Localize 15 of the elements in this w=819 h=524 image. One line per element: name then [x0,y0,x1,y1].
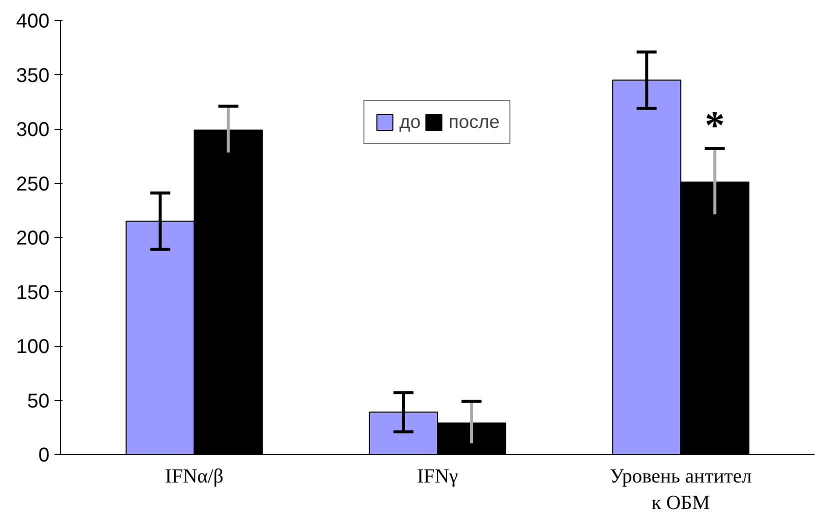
y-tick-label: 50 [27,390,50,412]
legend-label: после [448,111,500,133]
x-tick-label: IFNγ [416,466,458,488]
x-tick-label: Уровень антител к ОБМ [610,466,752,514]
x-tick-label: IFNα/β [165,466,224,488]
y-tick-label: 250 [16,173,50,196]
annotation: * [704,102,725,148]
y-tick-label: 150 [16,282,50,304]
legend-label: до [399,111,421,133]
y-tick-label: 400 [16,10,50,32]
y-tick-label: 0 [38,444,50,466]
y-tick-label: 100 [16,336,50,358]
y-tick-label: 300 [16,119,50,141]
y-tick-label: 200 [16,228,50,250]
y-tick-label: 350 [16,64,50,87]
